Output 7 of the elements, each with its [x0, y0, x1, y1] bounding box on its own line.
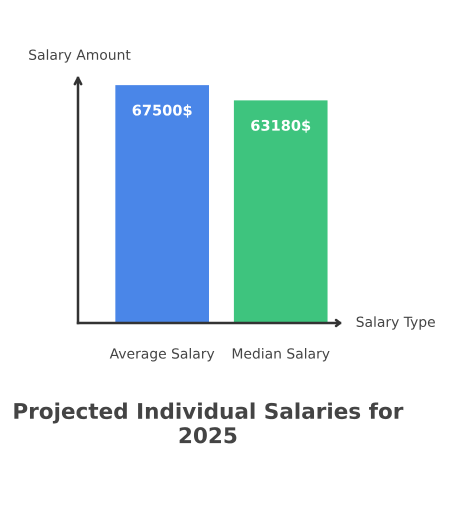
x-tick-label: Median Salary: [232, 348, 330, 362]
data-label: 63180$: [251, 120, 310, 133]
text: Projected Individual Salaries for 2025: [14, 402, 404, 444]
x-axis-title: Salary Type: [356, 316, 435, 330]
x-tick-label: Average Salary: [110, 348, 214, 362]
y-axis-title: Salary Amount: [29, 49, 131, 63]
data-label: 67500$: [132, 104, 192, 118]
